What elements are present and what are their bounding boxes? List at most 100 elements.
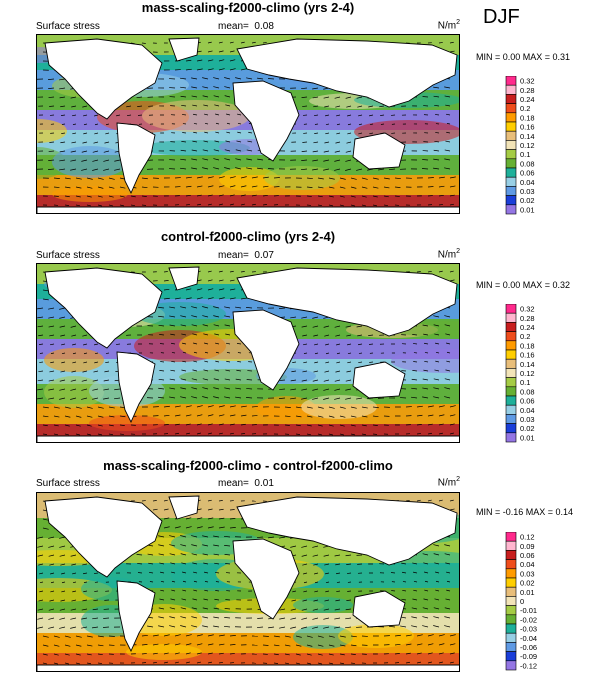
colorbar-tick-label: 0.1 bbox=[520, 378, 530, 387]
colorbar-swatch bbox=[505, 632, 517, 643]
colorbar-swatch bbox=[505, 651, 517, 662]
colorbar-swatch bbox=[505, 176, 517, 187]
colorbar-tick-label: 0.03 bbox=[520, 415, 535, 424]
colorbar-swatch bbox=[505, 130, 517, 141]
colorbar-tick-label: 0.28 bbox=[520, 86, 535, 95]
colorbar-swatch bbox=[505, 158, 517, 169]
panel-2-variable: Surface stress bbox=[36, 250, 100, 261]
colorbar-swatch bbox=[505, 642, 517, 652]
panel-1-minmax: MIN = 0.00 MAX = 0.31 bbox=[476, 52, 571, 62]
colorbar-tick-label: 0.14 bbox=[520, 360, 535, 369]
colorbar-swatch bbox=[505, 660, 517, 671]
season-label: DJF bbox=[483, 6, 520, 28]
colorbar-tick-label: 0.04 bbox=[520, 178, 535, 187]
colorbar-swatch bbox=[505, 322, 517, 332]
colorbar-swatch bbox=[505, 605, 517, 616]
colorbar-swatch bbox=[505, 395, 517, 406]
colorbar-swatch bbox=[505, 586, 517, 597]
colorbar-tick-label: 0.18 bbox=[520, 113, 535, 122]
colorbar-tick-label: 0.12 bbox=[520, 141, 535, 150]
colorbar-tick-label: 0.18 bbox=[520, 341, 535, 350]
colorbar-tick-label: 0.03 bbox=[520, 187, 535, 196]
colorbar-tick-label: -0.01 bbox=[520, 606, 537, 615]
colorbar-swatch bbox=[505, 75, 517, 86]
panel-2-map bbox=[36, 263, 460, 443]
panel-3-units: N/m2 bbox=[437, 476, 460, 489]
colorbar-tick-label: 0 bbox=[520, 597, 524, 606]
panel-1-units: N/m2 bbox=[437, 19, 460, 32]
colorbar-tick-label: 0.02 bbox=[520, 196, 535, 205]
colorbar-tick-label: 0.03 bbox=[520, 569, 535, 578]
panel-2-mean: mean= 0.07 bbox=[218, 250, 274, 261]
colorbar-swatch bbox=[505, 623, 517, 634]
colorbar-tick-label: -0.06 bbox=[520, 643, 537, 652]
colorbar-tick-label: 0.08 bbox=[520, 159, 535, 168]
panel-1-colorbar: 0.32 0.28 0.24 0.2 0.18 0.16 0.14 0.12 0.1 0.08 0.… bbox=[504, 75, 564, 226]
panel-3-colorbar: 0.12 0.09 0.06 0.04 0.03 0.02 0.01 0 -0.01 -0.02-… bbox=[504, 531, 564, 682]
colorbar-tick-label: -0.03 bbox=[520, 625, 537, 634]
colorbar-tick-label: 0.06 bbox=[520, 169, 535, 178]
colorbar-tick-label: 0.16 bbox=[520, 123, 535, 132]
colorbar-tick-label: 0.14 bbox=[520, 132, 535, 141]
colorbar-swatch bbox=[505, 414, 517, 424]
colorbar-tick-label: 0.1 bbox=[520, 150, 530, 159]
colorbar-tick-label: -0.02 bbox=[520, 615, 537, 624]
colorbar-tick-label: 0.2 bbox=[520, 104, 530, 113]
colorbar-swatch bbox=[505, 404, 517, 415]
colorbar-tick-label: 0.02 bbox=[520, 424, 535, 433]
colorbar-swatch bbox=[505, 112, 517, 123]
colorbar-swatch bbox=[505, 103, 517, 114]
colorbar-tick-label: 0.12 bbox=[520, 533, 535, 542]
panel-3-title: mass-scaling-f2000-climo - control-f2000… bbox=[103, 458, 393, 473]
colorbar-tick-label: 0.06 bbox=[520, 551, 535, 560]
colorbar-tick-label: 0.01 bbox=[520, 588, 535, 597]
panel-1-map bbox=[36, 34, 460, 214]
colorbar-swatch bbox=[505, 386, 517, 397]
panel-1-mean: mean= 0.08 bbox=[218, 21, 274, 32]
panel-1-variable: Surface stress bbox=[36, 21, 100, 32]
colorbar-swatch bbox=[505, 149, 517, 160]
colorbar-tick-label: 0.04 bbox=[520, 560, 535, 569]
panel-1-title: mass-scaling-f2000-climo (yrs 2-4) bbox=[141, 0, 355, 15]
colorbar-swatch bbox=[505, 368, 517, 378]
colorbar-swatch bbox=[505, 349, 517, 360]
colorbar-swatch bbox=[505, 121, 517, 132]
colorbar-swatch bbox=[505, 377, 517, 388]
panel-3-mean: mean= 0.01 bbox=[218, 478, 274, 489]
colorbar-swatch bbox=[505, 340, 517, 351]
colorbar-tick-label: 0.2 bbox=[520, 332, 530, 341]
panel-2-title: control-f2000-climo (yrs 2-4) bbox=[160, 229, 336, 244]
panel-3-map bbox=[36, 492, 460, 672]
colorbar-tick-label: 0.01 bbox=[520, 205, 535, 214]
colorbar-tick-label: 0.09 bbox=[520, 542, 535, 551]
panel-2-minmax: MIN = 0.00 MAX = 0.32 bbox=[476, 280, 571, 290]
panel-3-variable: Surface stress bbox=[36, 478, 100, 489]
panel-2-colorbar: 0.32 0.28 0.24 0.2 0.18 0.16 0.14 0.12 0.1 0.08 0.… bbox=[504, 303, 564, 454]
colorbar-tick-label: 0.16 bbox=[520, 351, 535, 360]
colorbar-swatch bbox=[505, 358, 517, 369]
colorbar-swatch bbox=[505, 195, 517, 206]
colorbar-swatch bbox=[505, 568, 517, 579]
colorbar-tick-label: 0.08 bbox=[520, 387, 535, 396]
colorbar-swatch bbox=[505, 186, 517, 196]
colorbar-tick-label: -0.12 bbox=[520, 661, 537, 670]
colorbar-swatch bbox=[505, 312, 517, 323]
colorbar-swatch bbox=[505, 84, 517, 95]
colorbar-swatch bbox=[505, 423, 517, 434]
colorbar-tick-label: 0.32 bbox=[520, 77, 535, 86]
colorbar-tick-label: 0.24 bbox=[520, 95, 535, 104]
colorbar-swatch bbox=[505, 432, 517, 443]
colorbar-tick-label: 0.28 bbox=[520, 314, 535, 323]
colorbar-swatch bbox=[505, 596, 517, 606]
colorbar-swatch bbox=[505, 204, 517, 215]
colorbar-swatch bbox=[505, 167, 517, 178]
colorbar-swatch bbox=[505, 540, 517, 551]
colorbar-swatch bbox=[505, 303, 517, 314]
colorbar-swatch bbox=[505, 559, 517, 570]
colorbar-swatch bbox=[505, 331, 517, 342]
panel-3-minmax: MIN = -0.16 MAX = 0.14 bbox=[476, 507, 574, 517]
colorbar-tick-label: 0.04 bbox=[520, 406, 535, 415]
colorbar-tick-label: 0.24 bbox=[520, 323, 535, 332]
colorbar-swatch bbox=[505, 531, 517, 542]
colorbar-tick-label: 0.06 bbox=[520, 397, 535, 406]
